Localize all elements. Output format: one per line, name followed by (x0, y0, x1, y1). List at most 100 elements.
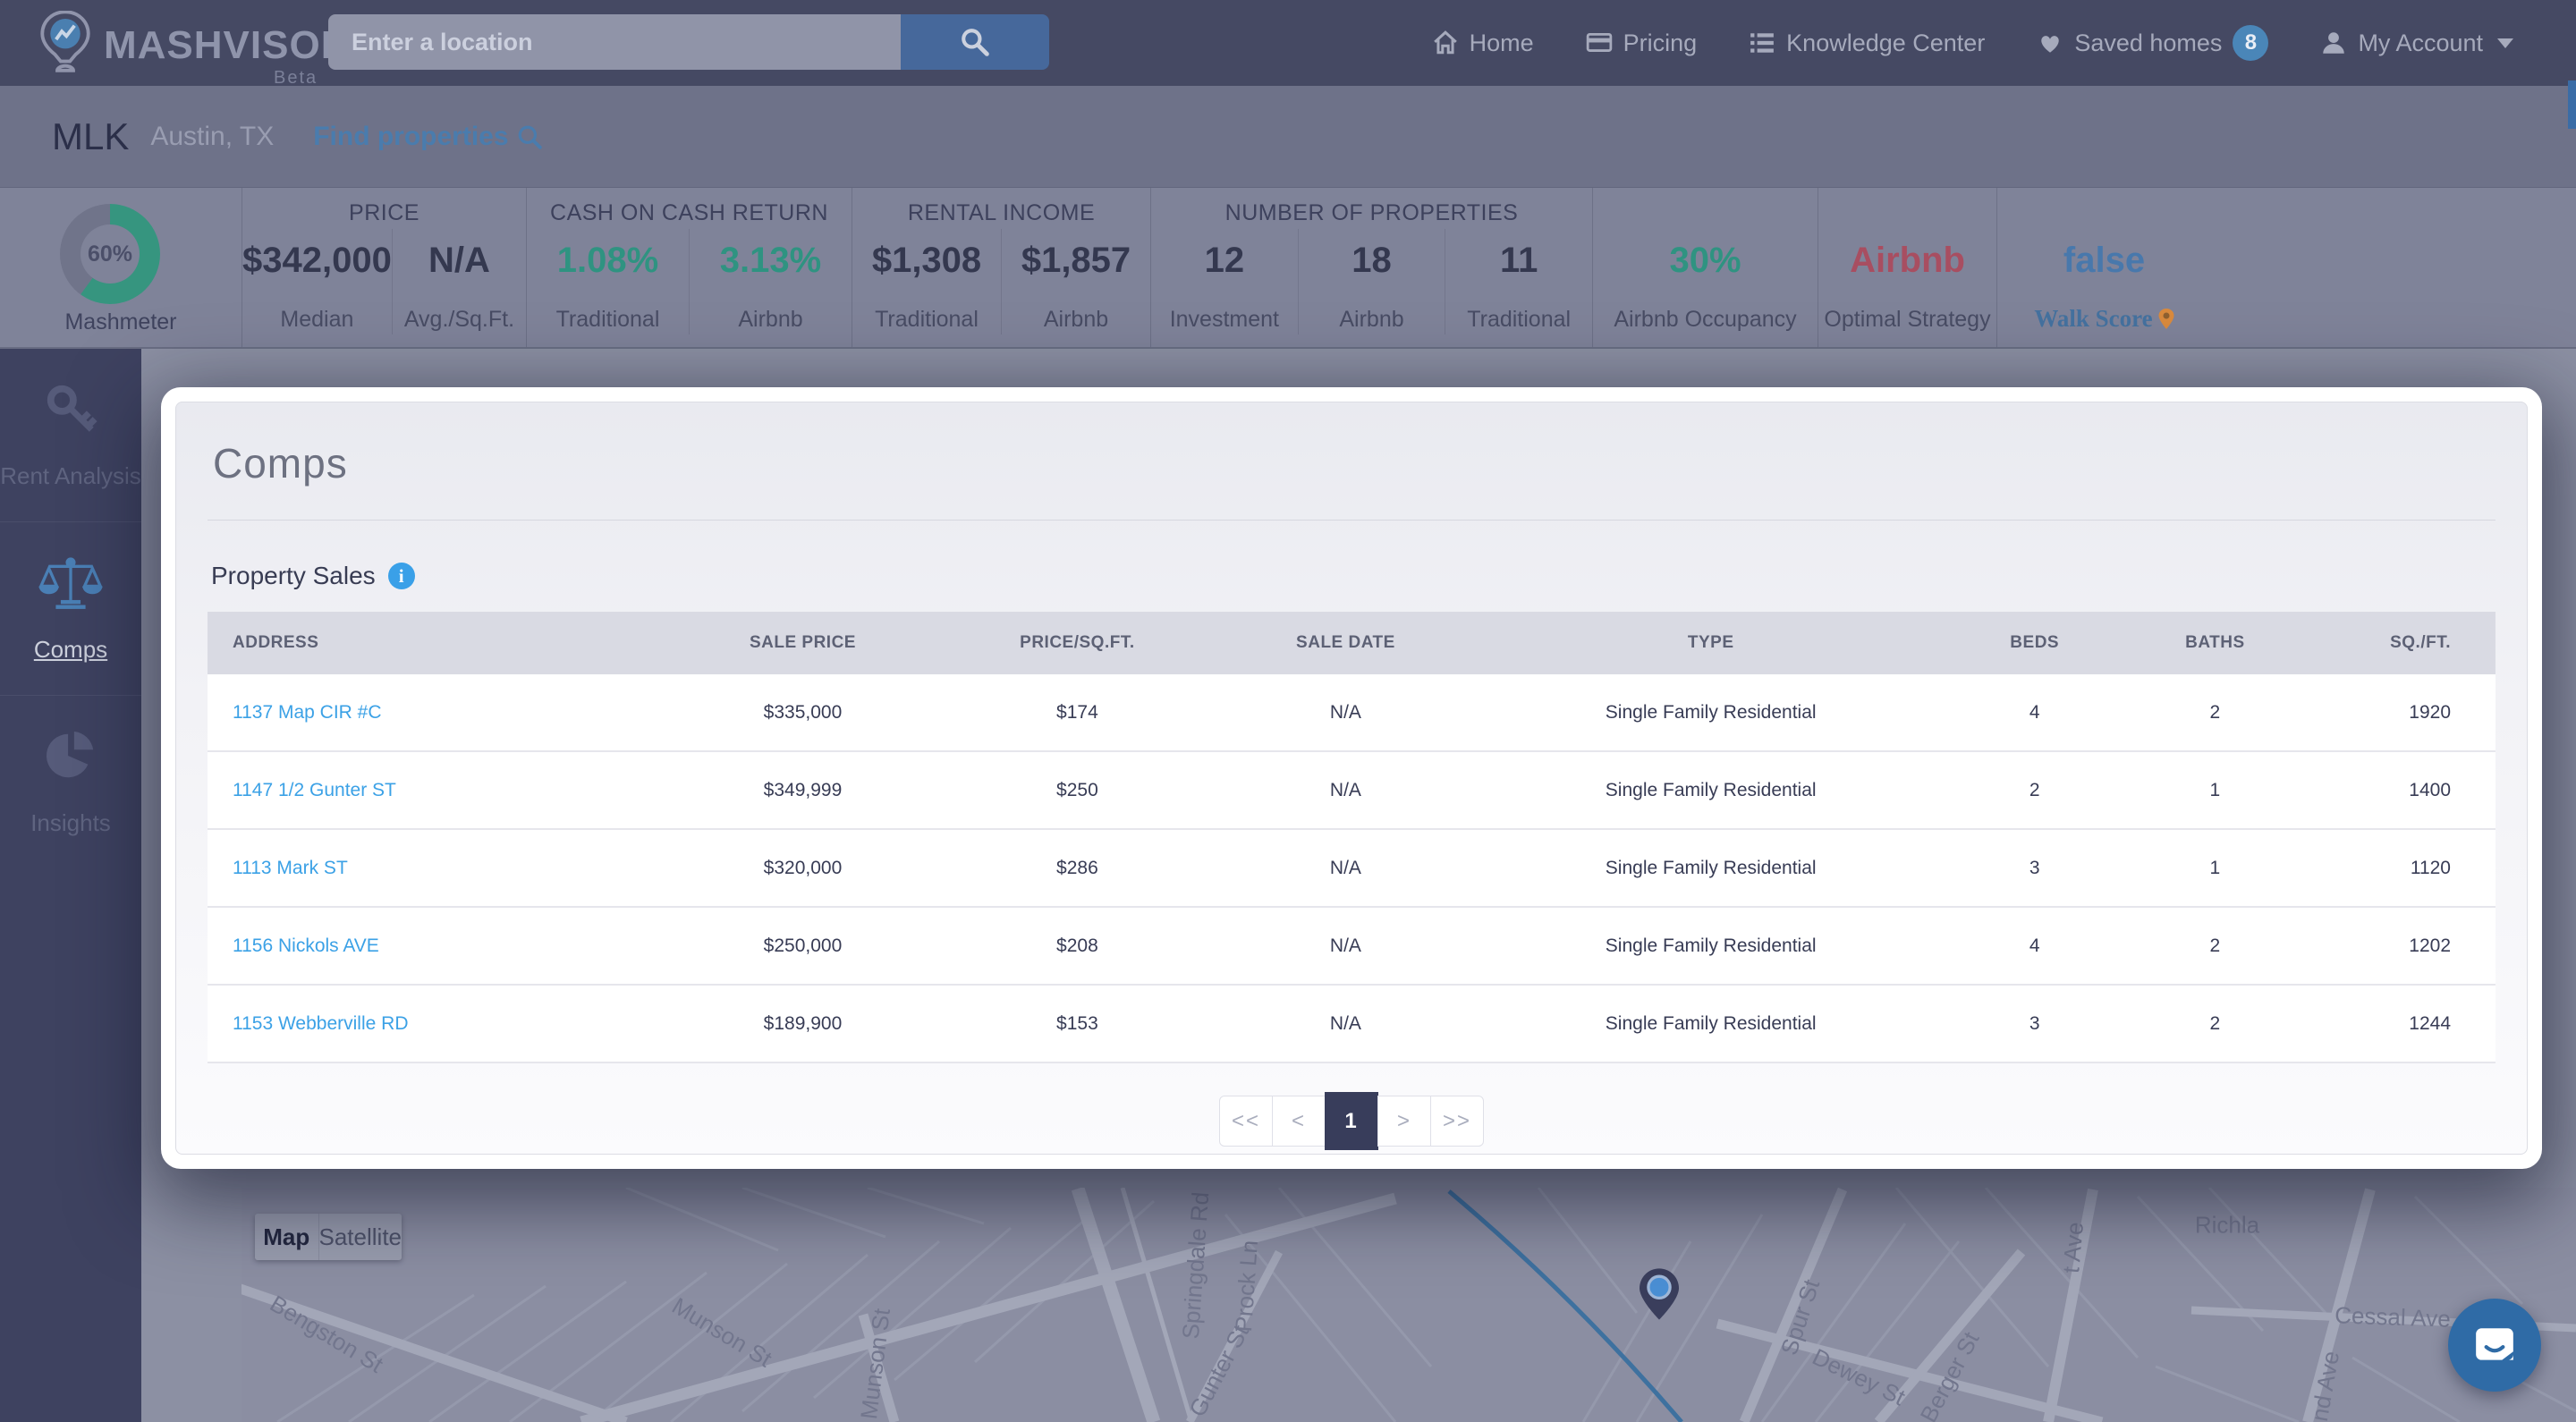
sidebar-item-label: Rent Analysis (0, 462, 141, 489)
pie-chart-icon (46, 731, 94, 778)
stat-label: Avg./Sq.Ft. (403, 307, 515, 332)
pricing-card-icon (1586, 32, 1612, 52)
page-location: Austin, TX (150, 121, 275, 151)
chat-button[interactable] (2448, 1299, 2541, 1392)
sidebar-item-rent-analysis[interactable]: Rent Analysis (0, 349, 141, 521)
chat-bubble-icon (2476, 1328, 2513, 1360)
walkscore-pin-icon (2158, 308, 2174, 329)
pagination-page-1-button[interactable]: 1 (1325, 1092, 1378, 1150)
map-canvas[interactable]: Bengston St Munson St Munson St Springda… (242, 1188, 2576, 1422)
price-sqft-cell: $208 (1056, 935, 1098, 956)
stat-value: 12 (1204, 241, 1245, 280)
address-link[interactable]: 1137 Map CIR #C (233, 701, 382, 723)
type-cell: Single Family Residential (1605, 1012, 1817, 1034)
address-link[interactable]: 1153 Webberville RD (233, 1012, 409, 1034)
street-label: t Ave (2057, 1221, 2089, 1274)
stat-label: Traditional (555, 307, 660, 332)
type-cell: Single Family Residential (1605, 935, 1817, 956)
sale-price-cell: $250,000 (763, 935, 843, 956)
find-properties-link[interactable]: Find properties (313, 122, 542, 152)
stat-label: Investment (1169, 307, 1279, 332)
stat-value: $1,857 (1021, 241, 1131, 280)
price-sqft-cell: $174 (1056, 701, 1098, 723)
stat-label: Airbnb (1339, 307, 1404, 332)
heart-icon (2041, 36, 2060, 53)
baths-cell: 2 (2209, 701, 2221, 723)
address-link[interactable]: 1113 Mark ST (233, 857, 348, 878)
pagination-prev-button[interactable]: < (1272, 1096, 1326, 1147)
stat-section-title: CASH ON CASH RETURN (550, 200, 828, 225)
address-link[interactable]: 1156 Nickols AVE (233, 935, 379, 956)
nav-item-label: Knowledge Center (1786, 29, 1986, 56)
stat-label: Airbnb (738, 307, 803, 332)
column-header: PRICE/SQ.FT. (1020, 633, 1135, 652)
home-icon (1433, 30, 1457, 55)
map-streets (242, 1188, 2576, 1422)
sidebar-item-insights[interactable]: Insights (0, 695, 141, 868)
column-header: SQ./FT. (2390, 633, 2451, 652)
type-cell: Single Family Residential (1605, 857, 1817, 878)
street-label: Richla (2194, 1211, 2260, 1239)
search-icon (518, 125, 542, 149)
search-button[interactable] (901, 14, 1049, 70)
location-search-input[interactable] (328, 14, 901, 70)
stat-value: Airbnb (1850, 241, 1965, 280)
column-header: SALE DATE (1296, 633, 1395, 652)
top-nav: MASHVISOR Beta Home (0, 0, 2576, 88)
pagination-next-button[interactable]: > (1377, 1096, 1431, 1147)
table-row: 1147 1/2 Gunter ST $349,999 $250 N/A Sin… (208, 752, 2496, 830)
table-row: 1137 Map CIR #C $335,000 $174 N/A Single… (208, 674, 2496, 752)
property-subheader: MLK Austin, TX Find properties (0, 86, 2576, 188)
nav-item-label: Home (1469, 29, 1534, 56)
baths-cell: 2 (2209, 935, 2221, 956)
stat-section-title: NUMBER OF PROPERTIES (1224, 200, 1519, 225)
pagination-last-button[interactable]: >> (1430, 1096, 1484, 1147)
pagination-first-button[interactable]: << (1219, 1096, 1273, 1147)
column-header: ADDRESS (233, 633, 319, 652)
stat-section-price: PRICE $342,000 Median N/A Avg./Sq.Ft. (242, 188, 526, 347)
search-icon (962, 29, 989, 56)
sidebar-item-comps[interactable]: Comps (0, 521, 141, 695)
address-link[interactable]: 1147 1/2 Gunter ST (233, 779, 396, 800)
stat-label: Optimal Strategy (1824, 307, 1991, 332)
price-sqft-cell: $250 (1056, 779, 1098, 800)
mashvisor-logo[interactable]: MASHVISOR Beta (39, 10, 351, 88)
nav-item-saved-homes[interactable]: Saved homes 8 (2037, 25, 2269, 61)
stat-section-optimal-strategy: Airbnb Optimal Strategy (1818, 188, 1996, 347)
column-header: BATHS (2185, 633, 2245, 652)
location-search (328, 14, 1049, 70)
nav-menu: Home Pricing Knowledge Center (1432, 0, 2513, 86)
table-row: 1156 Nickols AVE $250,000 $208 N/A Singl… (208, 908, 2496, 986)
nav-item-pricing[interactable]: Pricing (1586, 30, 1697, 57)
stat-section-title (1997, 200, 2211, 229)
scrollbar-thumb[interactable] (2568, 80, 2576, 129)
sale-price-cell: $335,000 (763, 701, 843, 723)
user-icon (2323, 32, 2345, 54)
creek-line (1447, 1189, 1683, 1422)
sqft-cell: 1400 (2409, 779, 2451, 800)
map-view-button[interactable]: Map (263, 1223, 310, 1250)
beds-cell: 4 (2029, 935, 2040, 956)
stat-value: 1.08% (556, 241, 659, 280)
property-marker-pin[interactable] (1640, 1268, 1679, 1325)
map-type-control: Map Satellite (255, 1214, 402, 1260)
nav-item-my-account[interactable]: My Account (2320, 30, 2513, 57)
nav-item-knowledge-center[interactable]: Knowledge Center (1749, 30, 1985, 57)
sidebar-item-label: Comps (33, 636, 108, 663)
nav-item-home[interactable]: Home (1432, 30, 1534, 57)
pagination: << < 1 > >> (208, 1092, 2496, 1150)
beds-cell: 3 (2029, 1012, 2040, 1034)
stat-section-title: PRICE (349, 200, 419, 225)
street-label: Cessal Ave (2334, 1301, 2452, 1333)
info-icon[interactable]: i (387, 563, 415, 589)
comps-modal-body: Comps Property Sales i ADDRESS SALE PRIC… (175, 402, 2528, 1155)
scales-icon (38, 557, 103, 609)
list-icon (1750, 33, 1775, 53)
stat-section-title (1818, 200, 1996, 229)
logo-text: MASHVISOR (104, 23, 351, 67)
page-title: MLK (52, 114, 130, 157)
beds-cell: 4 (2029, 701, 2040, 723)
find-properties-label: Find properties (313, 121, 509, 151)
key-icon (47, 385, 97, 432)
satellite-view-button[interactable]: Satellite (318, 1214, 402, 1260)
